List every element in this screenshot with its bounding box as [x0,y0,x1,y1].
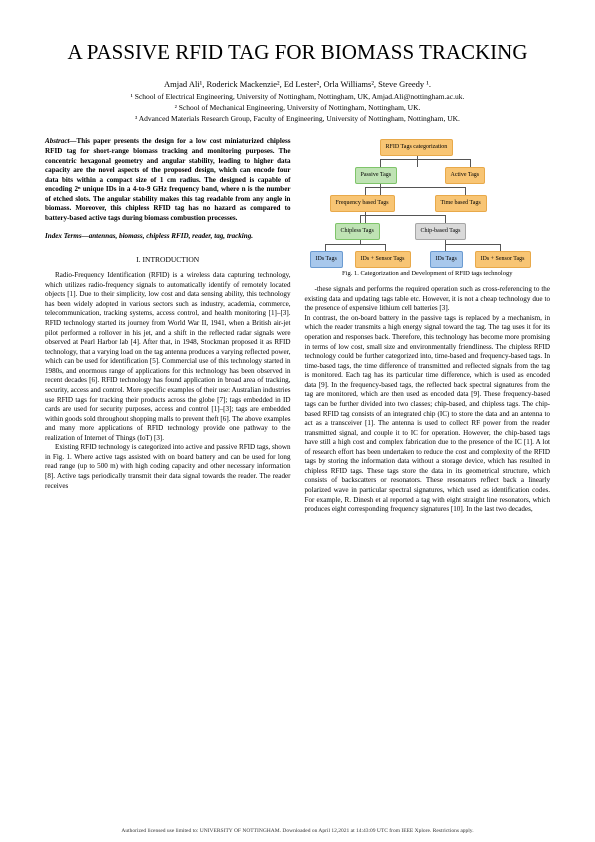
index-terms-block: Index Terms—antennas, biomass, chipless … [45,232,291,242]
left-column: Abstract—This paper presents the design … [45,137,291,514]
diagram-node: Chipless Tags [335,223,380,239]
figure-1: RFID Tags categorization Passive Tags Acti… [305,137,551,279]
diagram-node: IDs + Sensor Tags [355,251,411,267]
body-paragraph: In contrast, the on-board battery in the… [305,314,551,515]
abstract-text: This paper presents the design for a low… [45,137,291,222]
diagram-node: Time based Tags [435,195,487,211]
diagram-node: Chip-based Tags [415,223,467,239]
affiliation-3: ³ Advanced Materials Research Group, Fac… [45,114,550,124]
diagram-connector [365,187,366,195]
abstract-block: Abstract—This paper presents the design … [45,137,291,223]
diagram-node: IDs + Sensor Tags [475,251,531,267]
index-terms-label: Index Terms— [45,232,89,240]
diagram-connector [385,244,386,251]
diagram-node: IDs Tags [310,251,343,267]
body-paragraph: -these signals and performs the required… [305,285,551,314]
body-paragraph: Existing RFID technology is categorized … [45,443,291,491]
affiliation-1: ¹ School of Electrical Engineering, Univ… [45,92,550,102]
diagram-node: Passive Tags [355,167,398,183]
diagram-connector [445,244,500,245]
diagram-connector [380,182,381,195]
body-paragraph: Radio-Frequency Identification (RFID) is… [45,271,291,443]
diagram-connector [360,215,445,216]
diagram-node: RFID Tags categorization [380,139,454,155]
diagram-node: IDs Tags [430,251,463,267]
right-column: RFID Tags categorization Passive Tags Acti… [305,137,551,514]
diagram-canvas: RFID Tags categorization Passive Tags Acti… [305,137,551,267]
diagram-connector [325,244,326,251]
page-title: A PASSIVE RFID TAG FOR BIOMASS TRACKING [45,40,550,65]
diagram-connector [325,244,385,245]
diagram-connector [465,187,466,195]
affiliation-2: ² School of Mechanical Engineering, Univ… [45,103,550,113]
diagram-node: Active Tags [445,167,486,183]
diagram-connector [365,210,366,223]
diagram-connector [380,159,470,160]
diagram-connector [417,154,418,167]
abstract-label: Abstract— [45,137,77,145]
diagram-connector [445,244,446,251]
diagram-connector [365,187,465,188]
diagram-connector [445,215,446,223]
diagram-connector [380,159,381,167]
diagram-connector [360,215,361,223]
section-heading-intro: I. INTRODUCTION [45,255,291,265]
diagram-connector [470,159,471,167]
page-footer: Authorized licensed use limited to: UNIV… [0,828,595,834]
diagram-connector [500,244,501,251]
index-terms-text: antennas, biomass, chipless RFID, reader… [89,232,253,240]
two-column-region: Abstract—This paper presents the design … [45,137,550,514]
authors-line: Amjad Ali¹, Roderick Mackenzie², Ed Lest… [45,79,550,89]
figure-caption: Fig. 1. Categorization and Development o… [305,270,551,279]
diagram-node: Frequency based Tags [330,195,395,211]
